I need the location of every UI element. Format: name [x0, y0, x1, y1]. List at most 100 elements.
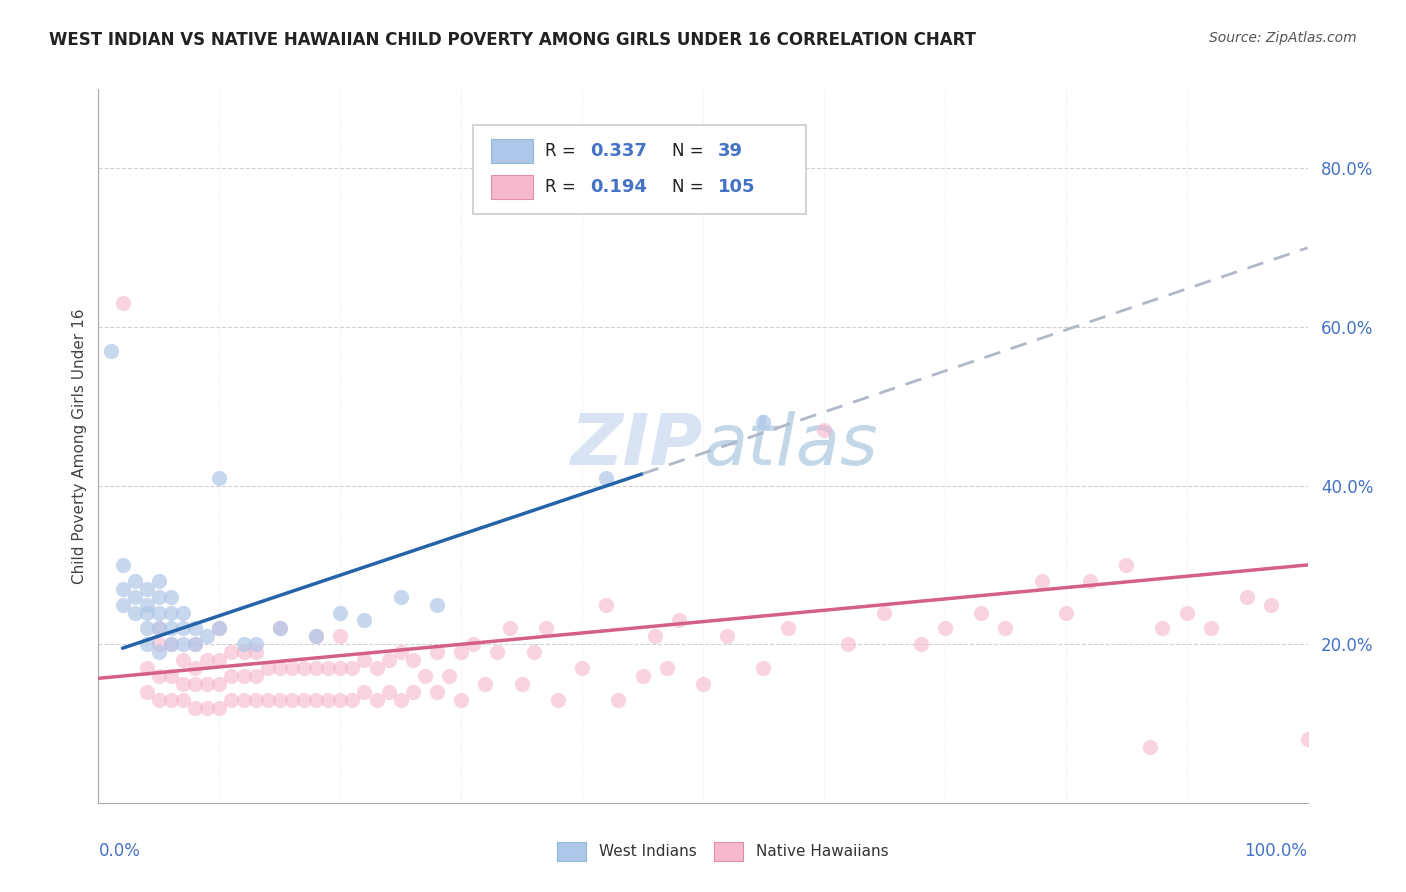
Point — [135, 598, 157, 612]
Point — [184, 700, 207, 714]
Point — [221, 692, 243, 706]
Point — [353, 685, 375, 699]
Point — [316, 661, 339, 675]
Point — [148, 621, 170, 635]
Point — [160, 669, 183, 683]
Point — [631, 669, 654, 683]
Point — [534, 621, 557, 635]
Point — [111, 296, 134, 310]
Point — [1031, 574, 1053, 588]
Point — [135, 685, 157, 699]
Text: 0.0%: 0.0% — [98, 842, 141, 860]
Point — [208, 621, 231, 635]
Point — [450, 645, 472, 659]
Point — [245, 645, 267, 659]
Point — [668, 614, 690, 628]
Point — [208, 677, 231, 691]
Point — [148, 574, 170, 588]
Point — [1236, 590, 1258, 604]
Text: Source: ZipAtlas.com: Source: ZipAtlas.com — [1209, 31, 1357, 45]
Point — [256, 661, 278, 675]
Point — [655, 661, 678, 675]
Point — [994, 621, 1017, 635]
Point — [195, 677, 218, 691]
Point — [1175, 606, 1198, 620]
Point — [486, 645, 509, 659]
Point — [377, 653, 399, 667]
Point — [1078, 574, 1101, 588]
Point — [172, 606, 194, 620]
Point — [148, 606, 170, 620]
Point — [366, 692, 388, 706]
Point — [100, 343, 122, 358]
Point — [1054, 606, 1077, 620]
Point — [776, 621, 799, 635]
Point — [221, 645, 243, 659]
Point — [148, 669, 170, 683]
Text: R =: R = — [544, 143, 581, 161]
Point — [208, 653, 231, 667]
Point — [124, 574, 146, 588]
Text: ZIP: ZIP — [571, 411, 703, 481]
Point — [124, 590, 146, 604]
Point — [305, 629, 328, 643]
Point — [1199, 621, 1222, 635]
Point — [389, 692, 412, 706]
Point — [208, 700, 231, 714]
Point — [716, 629, 738, 643]
Text: N =: N = — [672, 178, 709, 196]
Point — [292, 692, 315, 706]
Text: 0.194: 0.194 — [591, 178, 647, 196]
Point — [269, 692, 291, 706]
Point — [135, 606, 157, 620]
Point — [366, 661, 388, 675]
Point — [644, 629, 666, 643]
Point — [111, 558, 134, 572]
FancyBboxPatch shape — [474, 125, 806, 214]
Point — [1260, 598, 1282, 612]
Point — [232, 669, 254, 683]
Text: N =: N = — [672, 143, 709, 161]
FancyBboxPatch shape — [557, 842, 586, 861]
Text: 100.0%: 100.0% — [1244, 842, 1308, 860]
Point — [135, 621, 157, 635]
Point — [221, 669, 243, 683]
Point — [389, 590, 412, 604]
Point — [281, 661, 304, 675]
Point — [269, 621, 291, 635]
Point — [160, 621, 183, 635]
Point — [402, 653, 425, 667]
Point — [160, 692, 183, 706]
Point — [450, 692, 472, 706]
Point — [426, 598, 449, 612]
Point — [426, 685, 449, 699]
Point — [135, 582, 157, 596]
Point — [124, 606, 146, 620]
Point — [353, 653, 375, 667]
Point — [752, 415, 775, 429]
Point — [474, 677, 496, 691]
Point — [269, 621, 291, 635]
Point — [595, 598, 617, 612]
Point — [426, 645, 449, 659]
Point — [498, 621, 520, 635]
Point — [208, 471, 231, 485]
Point — [172, 637, 194, 651]
Point — [437, 669, 460, 683]
Point — [135, 637, 157, 651]
Point — [245, 692, 267, 706]
Point — [232, 637, 254, 651]
Point — [135, 661, 157, 675]
Point — [377, 685, 399, 699]
Point — [111, 598, 134, 612]
Point — [873, 606, 896, 620]
Point — [160, 606, 183, 620]
Point — [172, 692, 194, 706]
Point — [1152, 621, 1174, 635]
Point — [172, 677, 194, 691]
Point — [692, 677, 714, 691]
Point — [910, 637, 932, 651]
Point — [305, 629, 328, 643]
Point — [184, 677, 207, 691]
Y-axis label: Child Poverty Among Girls Under 16: Child Poverty Among Girls Under 16 — [72, 309, 87, 583]
